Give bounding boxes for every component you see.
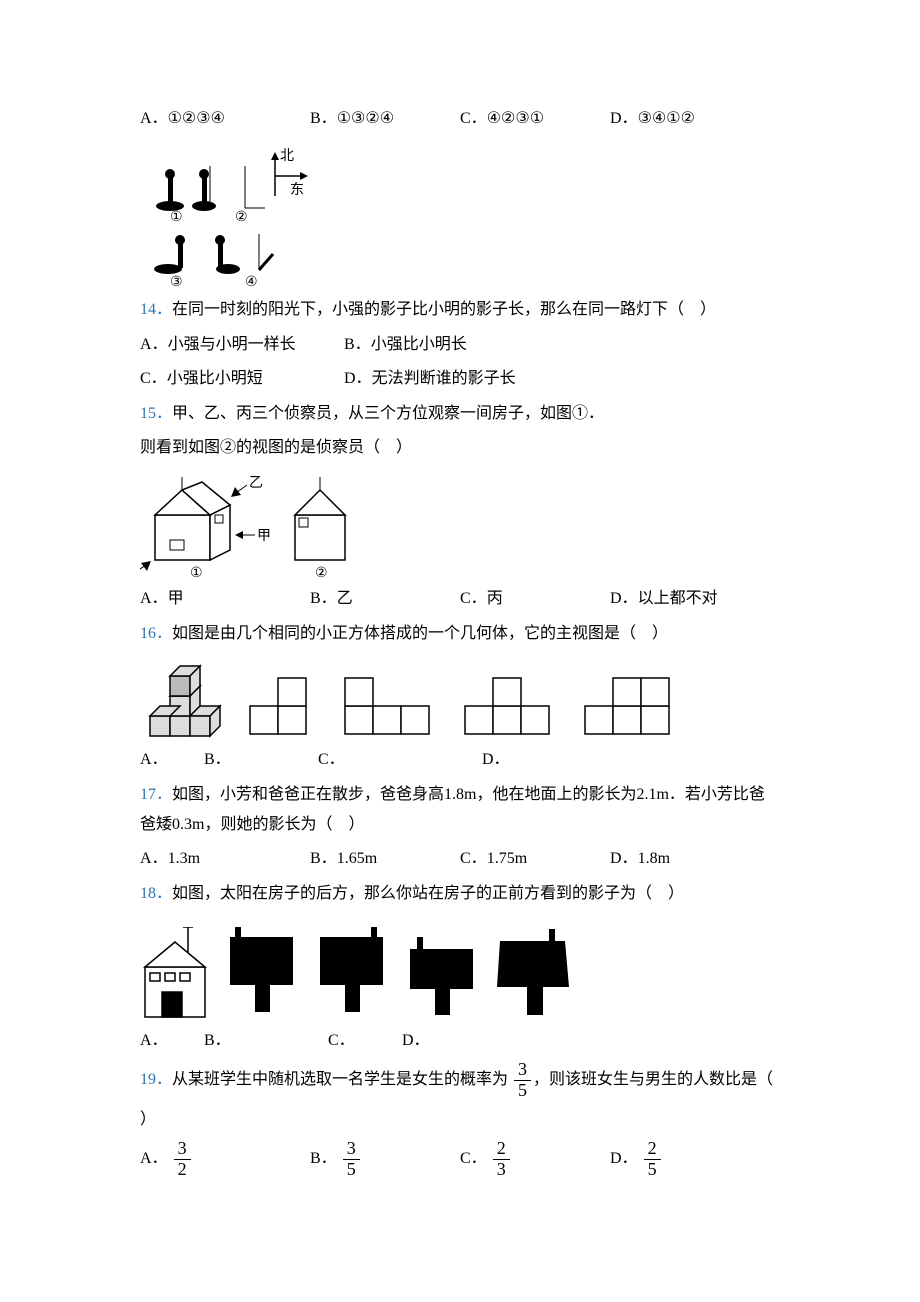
q16-view-b-icon xyxy=(340,661,450,741)
q16-number: 16． xyxy=(140,625,172,642)
q19-frac: 3 5 xyxy=(514,1060,531,1101)
q15-opt-c: 丙 xyxy=(487,590,503,607)
q13-opt-a: A．①②③④ xyxy=(140,104,310,134)
q16-figure-row xyxy=(140,657,780,741)
q17-opt-a: 1.3m xyxy=(168,850,200,867)
q19: 19．从某班学生中随机选取一名学生是女生的概率为 3 5 ，则该班女生与男生的人… xyxy=(140,1060,780,1101)
q14-opt-b: 小强比小明长 xyxy=(371,336,467,353)
q13-opt-b-text: ①③②④ xyxy=(337,110,394,127)
q14: 14．在同一时刻的阳光下，小强的影子比小明的影子长，那么在同一路灯下（ ） xyxy=(140,295,780,325)
q15-figure: 甲 乙 丙 ① ② xyxy=(140,471,780,580)
q15-opt-a: 甲 xyxy=(168,590,184,607)
q16-options: A． B． C． D． xyxy=(140,745,780,775)
q13-opt-c-text: ④②③① xyxy=(487,110,544,127)
q16: 16．如图是由几个相同的小正方体搭成的一个几何体，它的主视图是（ ） xyxy=(140,619,780,649)
q13-opt-b: B．①③②④ xyxy=(310,104,460,134)
q18-shadow-a-icon xyxy=(225,927,305,1022)
q15-opt-b: 乙 xyxy=(337,590,353,607)
svg-text:北: 北 xyxy=(280,148,294,164)
q13-opt-d-text: ③④①② xyxy=(638,110,695,127)
q15-line1: 15．甲、乙、丙三个侦察员，从三个方位观察一间房子，如图①． xyxy=(140,399,780,429)
q19-opt-a-frac: 32 xyxy=(174,1139,191,1180)
q19-text2: ，则该班女生与男生的人数比是（ xyxy=(533,1071,773,1088)
q17-text: 如图，小芳和爸爸正在散步，爸爸身高1.8m，他在地面上的影长为2.1m．若小芳比… xyxy=(140,786,765,833)
page-content: A．①②③④ B．①③②④ C．④②③① D．③④①② 北 东 xyxy=(0,0,920,1244)
q17-opt-c: 1.75m xyxy=(487,850,527,867)
q15-text1: 甲、乙、丙三个侦察员，从三个方位观察一间房子，如图①． xyxy=(172,405,604,422)
svg-text:②: ② xyxy=(235,210,248,225)
q19-paren: ） xyxy=(140,1105,780,1135)
q13-figure: 北 东 ① ② xyxy=(140,142,780,291)
q14-opt-a: 小强与小明一样长 xyxy=(168,336,296,353)
svg-text:②: ② xyxy=(315,566,328,580)
q13-options: A．①②③④ B．①③②④ C．④②③① D．③④①② xyxy=(140,104,780,134)
q15-number: 15． xyxy=(140,405,172,422)
svg-text:④: ④ xyxy=(245,275,258,290)
q14-text: 在同一时刻的阳光下，小强的影子比小明的影子长，那么在同一路灯下（ ） xyxy=(172,301,716,318)
q14-number: 14． xyxy=(140,301,172,318)
q18-options: A． B． C． D． xyxy=(140,1026,780,1056)
q16-geometry-icon xyxy=(140,661,235,741)
q19-options: A． 32 B． 35 C． 23 D． 25 xyxy=(140,1139,780,1180)
q19-opt-c-frac: 23 xyxy=(493,1139,510,1180)
q16-view-a-icon xyxy=(245,661,330,741)
q16-view-c-icon xyxy=(460,661,570,741)
q15-options: A．甲 B．乙 C．丙 D．以上都不对 xyxy=(140,584,780,614)
q17: 17．如图，小芳和爸爸正在散步，爸爸身高1.8m，他在地面上的影长为2.1m．若… xyxy=(140,780,780,841)
q15-house-icon: 甲 乙 丙 ① ② xyxy=(140,475,370,580)
q18-shadow-d-icon xyxy=(495,927,575,1022)
q17-options: A．1.3m B．1.65m C．1.75m D．1.8m xyxy=(140,844,780,874)
q19-opt-b-frac: 35 xyxy=(343,1139,360,1180)
q18-number: 18． xyxy=(140,885,172,902)
q19-opt-d-frac: 25 xyxy=(644,1139,661,1180)
svg-text:东: 东 xyxy=(290,182,304,198)
q16-view-d-icon xyxy=(580,661,690,741)
q18-figure-row xyxy=(140,923,780,1022)
svg-text:①: ① xyxy=(170,210,183,225)
q14-opt-c: 小强比小明短 xyxy=(167,370,263,387)
q18-shadow-b-icon xyxy=(315,927,395,1022)
q13-opt-a-text: ①②③④ xyxy=(168,110,225,127)
q19-text1: 从某班学生中随机选取一名学生是女生的概率为 xyxy=(172,1071,508,1088)
q18: 18．如图，太阳在房子的后方，那么你站在房子的正前方看到的影子为（ ） xyxy=(140,879,780,909)
q13-opt-c: C．④②③① xyxy=(460,104,610,134)
q18-shadow-c-icon xyxy=(405,927,485,1022)
svg-text:乙: 乙 xyxy=(249,475,263,491)
q18-house-icon xyxy=(140,927,215,1022)
q14-opt-d: 无法判断谁的影子长 xyxy=(372,370,516,387)
q14-options-row2: C．小强比小明短 D．无法判断谁的影子长 xyxy=(140,364,780,394)
q17-opt-d: 1.8m xyxy=(638,850,670,867)
q18-text: 如图，太阳在房子的后方，那么你站在房子的正前方看到的影子为（ ） xyxy=(172,885,684,902)
q15-opt-d: 以上都不对 xyxy=(638,590,718,607)
q16-text: 如图是由几个相同的小正方体搭成的一个几何体，它的主视图是（ ） xyxy=(172,625,668,642)
q15-line2: 则看到如图②的视图的是侦察员（ ） xyxy=(140,433,780,463)
svg-text:③: ③ xyxy=(170,275,183,290)
svg-text:①: ① xyxy=(190,566,203,580)
q17-opt-b: 1.65m xyxy=(337,850,377,867)
q19-number: 19． xyxy=(140,1071,172,1088)
q13-opt-d: D．③④①② xyxy=(610,104,760,134)
q13-shadows-icon: 北 东 ① ② xyxy=(140,146,310,291)
q17-number: 17． xyxy=(140,786,172,803)
q14-options-row1: A．小强与小明一样长 B．小强比小明长 xyxy=(140,330,780,360)
svg-text:甲: 甲 xyxy=(257,529,271,544)
q15-text2: 则看到如图②的视图的是侦察员（ ） xyxy=(140,439,412,456)
